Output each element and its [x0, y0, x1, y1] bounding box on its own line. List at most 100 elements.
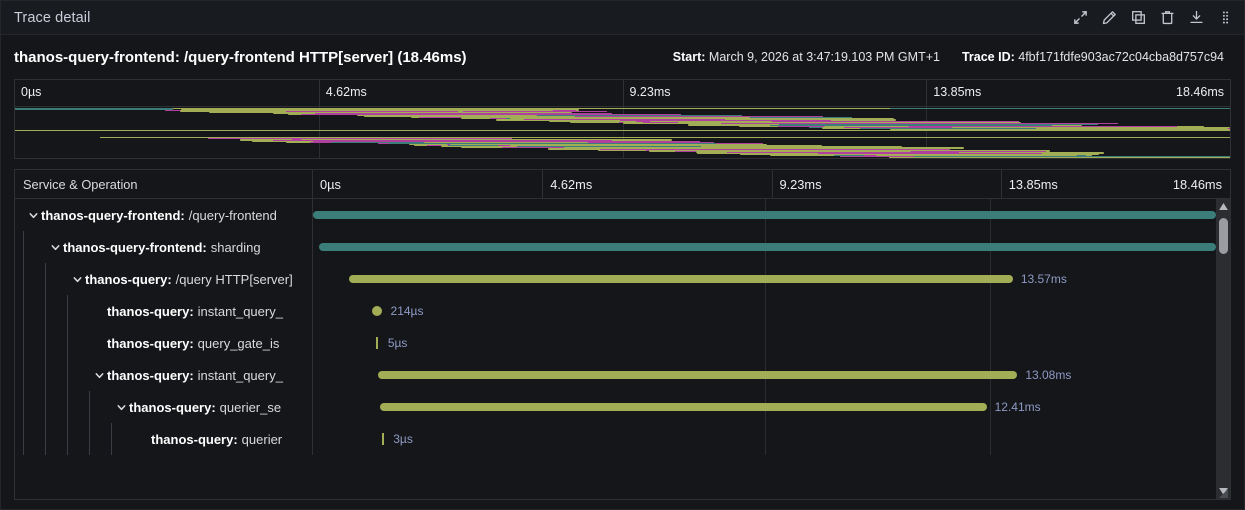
trace-id-label: Trace ID: — [961, 50, 1015, 64]
minimap-tick-1: 4.62ms — [318, 80, 623, 106]
span-bar[interactable] — [349, 275, 1013, 283]
indent-guide — [67, 391, 68, 423]
span-row[interactable]: thanos-query: instant_query_ 214µs — [15, 295, 1216, 327]
span-label: thanos-query: query_gate_is — [91, 336, 279, 351]
minimap-span-line — [312, 141, 701, 142]
span-timeline-cell[interactable]: 13.57ms — [313, 263, 1216, 295]
chevron-down-icon[interactable] — [25, 210, 41, 221]
indent-guide — [111, 423, 112, 455]
minimap-span-line — [889, 108, 1230, 109]
minimap-span-line — [795, 125, 1053, 126]
span-list-scrollbar[interactable] — [1216, 199, 1230, 499]
timeline-tick-label: 13.85ms — [1008, 177, 1058, 192]
span-timeline-cell[interactable] — [313, 231, 1216, 263]
indent-guide — [23, 327, 24, 359]
span-row[interactable]: thanos-query: querier_se 12.41ms — [15, 391, 1216, 423]
minimap-span-line — [331, 114, 682, 115]
trace-start-value: March 9, 2026 at 3:47:19.103 PM GMT+1 — [708, 50, 940, 64]
minimap-span-line — [622, 122, 732, 124]
minimap-span-line — [721, 123, 807, 124]
minimap-span-line — [636, 121, 1019, 122]
span-row[interactable]: thanos-query-frontend: sharding — [15, 231, 1216, 263]
chevron-down-icon[interactable] — [69, 274, 85, 285]
span-timeline-cell[interactable]: 12.41ms — [313, 391, 1216, 423]
span-operation-name: /query-frontend — [188, 207, 277, 223]
indent-guide — [23, 263, 24, 295]
edit-icon[interactable] — [1096, 5, 1122, 31]
scrollbar-thumb[interactable] — [1219, 218, 1228, 254]
span-bar[interactable] — [313, 211, 1216, 219]
minimap-span-line — [849, 126, 1152, 127]
scroll-up-arrow[interactable] — [1216, 199, 1230, 214]
span-bar[interactable] — [379, 403, 987, 411]
span-rows: thanos-query-frontend:/query-frontend tha… — [15, 199, 1216, 455]
span-label: thanos-query: instant_query_ — [91, 304, 283, 319]
expand-icon[interactable] — [1067, 5, 1093, 31]
trace-id: Trace ID: 4fbf171fdfe903ac72c04cba8d757c… — [962, 50, 1224, 64]
span-row[interactable]: thanos-query:/query HTTP[server] 13.57ms — [15, 263, 1216, 295]
chevron-down-icon[interactable] — [91, 370, 107, 381]
timeline-tick-label: 9.23ms — [779, 177, 822, 192]
span-row[interactable]: thanos-query: instant_query_ 13.08ms — [15, 359, 1216, 391]
timeline-gridline — [990, 295, 992, 327]
span-bar[interactable] — [378, 371, 1018, 379]
span-operation-name: querier — [241, 431, 283, 447]
span-label: thanos-query-frontend:/query-frontend — [25, 208, 277, 223]
indent-guide — [45, 263, 46, 295]
minimap-span-line — [750, 123, 1119, 124]
minimap-span-line — [873, 128, 1036, 129]
scrollbar-track[interactable] — [1216, 214, 1230, 484]
span-label: thanos-query: querier — [135, 432, 282, 447]
minimap-tick-label: 9.23ms — [629, 85, 671, 99]
chevron-down-icon[interactable] — [47, 242, 63, 253]
span-name-cell[interactable]: thanos-query: querier_se — [15, 391, 313, 423]
span-tick-marker[interactable] — [381, 433, 384, 445]
span-row[interactable]: thanos-query: querier 3µs — [15, 423, 1216, 455]
span-name-cell[interactable]: thanos-query-frontend: sharding — [15, 231, 313, 263]
minimap-tick-label: 4.62ms — [325, 85, 367, 99]
span-label: thanos-query-frontend: sharding — [47, 240, 261, 255]
span-tick-marker[interactable] — [376, 337, 379, 349]
minimap-span-line — [523, 119, 726, 120]
indent-guide — [45, 327, 46, 359]
minimap-span-line — [517, 146, 702, 147]
trace-minimap[interactable]: 0µs 4.62ms 9.23ms 13.85ms 18.46ms — [14, 79, 1231, 159]
minimap-tick-label: 0µs — [21, 85, 42, 99]
minimap-span-line — [207, 138, 464, 139]
minimap-spans[interactable] — [15, 107, 1230, 158]
span-name-cell[interactable]: thanos-query: query_gate_is — [15, 327, 313, 359]
span-bar[interactable] — [319, 243, 1216, 251]
trash-icon[interactable] — [1154, 5, 1180, 31]
indent-guide — [23, 231, 24, 263]
span-operation-name: instant_query_ — [197, 303, 283, 319]
minimap-span-line — [15, 108, 890, 109]
span-row[interactable]: thanos-query-frontend:/query-frontend — [15, 199, 1216, 231]
span-name-cell[interactable]: thanos-query: instant_query_ — [15, 359, 313, 391]
timeline-tick-1: 4.62ms — [542, 170, 771, 198]
span-operation-name: query_gate_is — [197, 335, 280, 351]
span-timeline-cell[interactable]: 13.08ms — [313, 359, 1216, 391]
span-timeline-cell[interactable] — [313, 199, 1216, 231]
span-name-cell[interactable]: thanos-query-frontend:/query-frontend — [15, 199, 313, 231]
span-timeline-cell[interactable]: 3µs — [313, 423, 1216, 455]
indent-guide — [23, 423, 24, 455]
scroll-down-arrow[interactable] — [1216, 484, 1230, 499]
drag-handle-icon[interactable] — [1212, 5, 1238, 31]
span-name-cell[interactable]: thanos-query: instant_query_ — [15, 295, 313, 327]
span-name-cell[interactable]: thanos-query:/query HTTP[server] — [15, 263, 313, 295]
span-label: thanos-query:/query HTTP[server] — [69, 272, 293, 287]
copy-icon[interactable] — [1125, 5, 1151, 31]
span-name-cell[interactable]: thanos-query: querier — [15, 423, 313, 455]
span-row[interactable]: thanos-query: query_gate_is 5µs — [15, 327, 1216, 359]
span-timeline-cell[interactable]: 5µs — [313, 327, 1216, 359]
chevron-down-icon[interactable] — [113, 402, 129, 413]
download-icon[interactable] — [1183, 5, 1209, 31]
minimap-span-line — [371, 114, 500, 115]
minimap-span-line — [15, 108, 173, 110]
minimap-tick-label: 13.85ms — [933, 85, 982, 99]
span-rows-viewport: thanos-query-frontend:/query-frontend tha… — [15, 199, 1230, 499]
span-dot-marker[interactable] — [371, 306, 382, 316]
span-service-name: thanos-query: — [151, 431, 238, 447]
span-duration-label: 12.41ms — [994, 400, 1041, 414]
span-timeline-cell[interactable]: 214µs — [313, 295, 1216, 327]
